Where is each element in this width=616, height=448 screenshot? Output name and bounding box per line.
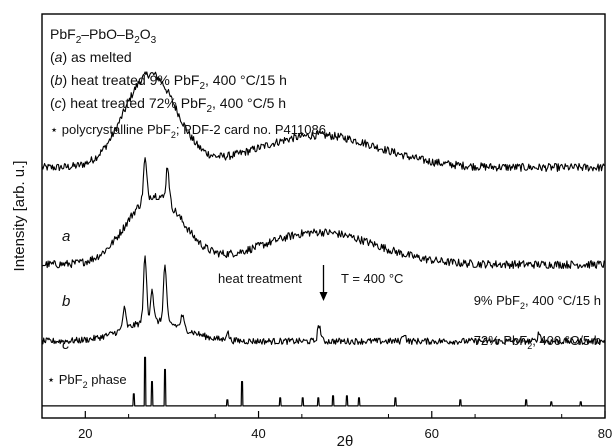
series-c-line <box>41 255 606 346</box>
x-tick-label-80: 80 <box>598 426 612 441</box>
series-c-condition-label: 72% PbF2, 400 °C/5 h <box>474 333 601 351</box>
series-label-pbf2-phase: ⋆ PbF2 phase <box>47 372 127 390</box>
x-axis: 20 40 60 80 <box>78 411 612 441</box>
series-pbf2-phase-line <box>41 356 606 407</box>
series-label-b: b <box>62 293 70 310</box>
annotation-heat-treatment: heat treatment <box>218 271 302 286</box>
plot-frame <box>41 13 606 419</box>
x-tick-label-60: 60 <box>425 426 439 441</box>
legend-title: PbF2–PbO–B2O3 <box>50 26 157 46</box>
series-b-condition-label: 9% PbF2, 400 °C/15 h <box>474 293 601 311</box>
y-axis-title: Intensity [arb. u.] <box>11 161 28 272</box>
legend-item-b: (b) heat treated 9% PbF2, 400 °C/15 h <box>50 72 287 92</box>
series-layer <box>41 71 606 407</box>
series-a-line <box>41 71 606 173</box>
series-b-line <box>41 157 606 269</box>
series-label-c: c <box>62 336 70 353</box>
legend: PbF2–PbO–B2O3 (a) as melted (b) heat tre… <box>50 26 326 140</box>
legend-item-c: (c) heat treated 72% PbF2, 400 °C/5 h <box>50 95 286 115</box>
annotation-temperature: T = 400 °C <box>341 271 403 286</box>
annotation-arrow-head <box>319 292 328 301</box>
x-tick-label-40: 40 <box>251 426 265 441</box>
x-axis-title: 2θ <box>337 433 354 448</box>
series-label-a: a <box>62 228 70 245</box>
x-tick-label-20: 20 <box>78 426 92 441</box>
reference-note: ⋆ polycrystalline PbF2; PDF-2 card no. P… <box>50 122 326 140</box>
legend-item-a: (a) as melted <box>50 49 132 65</box>
